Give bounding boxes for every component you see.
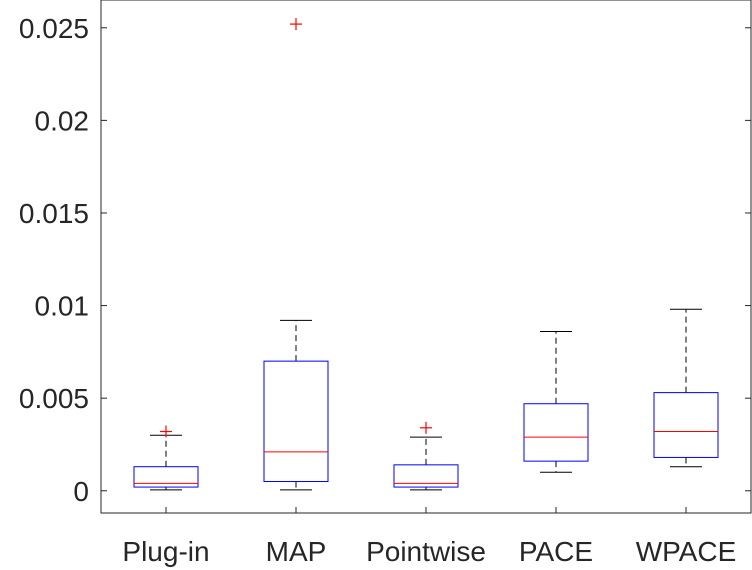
- y-axis: 0 0.005 0.01 0.015 0.02 0.025: [19, 13, 751, 507]
- outlier-marker: [420, 421, 432, 434]
- outlier-marker: [160, 425, 172, 438]
- x-tick-label: PACE: [519, 536, 593, 567]
- iqr-box: [263, 360, 329, 483]
- box-group: [263, 18, 329, 491]
- iqr-box: [133, 466, 199, 488]
- x-tick-label: WPACE: [636, 536, 737, 567]
- box-group: [133, 425, 199, 491]
- outlier-marker: [290, 18, 302, 31]
- box-group: [653, 308, 719, 468]
- y-tick-label: 0.025: [19, 13, 89, 44]
- box-group: [393, 421, 459, 491]
- y-tick-label: 0.005: [19, 383, 89, 414]
- y-tick-label: 0.01: [35, 291, 90, 322]
- y-tick-label: 0: [73, 476, 89, 507]
- iqr-box: [393, 464, 459, 488]
- box-series: [133, 18, 719, 491]
- y-tick-label: 0.02: [35, 105, 90, 136]
- x-tick-label: Plug-in: [122, 536, 209, 567]
- box-group: [523, 331, 589, 473]
- iqr-box: [653, 392, 719, 458]
- iqr-box: [523, 403, 589, 462]
- x-tick-label: MAP: [266, 536, 327, 567]
- x-axis: Plug-in MAP Pointwise PACE WPACE: [122, 507, 736, 567]
- x-tick-label: Pointwise: [366, 536, 486, 567]
- y-tick-label: 0.015: [19, 198, 89, 229]
